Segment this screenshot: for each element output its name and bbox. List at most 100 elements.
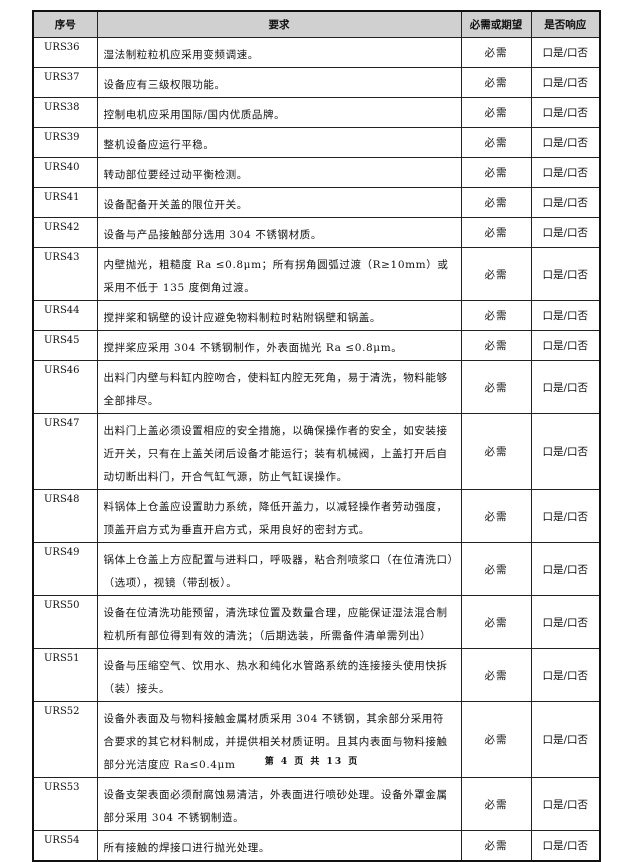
row-requirement: 设备外表面及与物料接触金属材质采用 304 不锈钢，其余部分采用符合要求的其它材… [96,701,462,778]
row-need: 必需 [460,187,532,218]
table-row: URS40 转动部位要经过动平衡检测。 必需 口是/口否 [32,157,601,188]
table-row: URS53 设备支架表面必须耐腐蚀易清洁，外表面进行喷砂处理。设备外罩金属部分采用… [32,777,601,831]
row-id: URS54 [32,830,98,862]
row-response-checkbox[interactable]: 口是/口否 [530,157,601,188]
row-response-checkbox[interactable]: 口是/口否 [530,127,601,158]
row-id: URS49 [32,542,98,596]
row-requirement: 控制电机应采用国际/国内优质品牌。 [96,97,462,128]
row-response-checkbox[interactable]: 口是/口否 [530,489,601,543]
row-need: 必需 [460,300,532,331]
row-need: 必需 [460,413,532,490]
table-row: URS51 设备与压缩空气、饮用水、热水和纯化水管路系统的连接接头使用快拆（装）接… [32,648,601,702]
table-row: URS44 搅拌桨和锅壁的设计应避免物料制粒时粘附锅壁和锅盖。 必需 口是/口否 [32,300,601,331]
row-response-checkbox[interactable]: 口是/口否 [530,97,601,128]
table-body: URS36 湿法制粒粒机应采用变频调速。 必需 口是/口否 URS37 设备应有三级权限功… [32,37,601,862]
row-requirement: 锅体上仓盖上方应配置与进料口，呼吸器，粘合剂喷浆口（在位清洗口）（选项），视镜（… [96,542,462,596]
row-need: 必需 [460,157,532,188]
row-requirement: 出料门上盖必须设置相应的安全措施，以确保操作者的安全，如安装接近开关，只有在上盖… [96,413,462,490]
row-requirement: 搅拌桨和锅壁的设计应避免物料制粒时粘附锅壁和锅盖。 [96,300,462,331]
table-row: URS52 设备外表面及与物料接触金属材质采用 304 不锈钢，其余部分采用符合要… [32,701,601,778]
table-row: URS39 整机设备应运行平稳。 必需 口是/口否 [32,127,601,158]
row-id: URS45 [32,330,98,361]
row-id: URS41 [32,187,98,218]
row-response-checkbox[interactable]: 口是/口否 [530,67,601,98]
row-requirement: 设备在位清洗功能预留，清洗球位置及数量合理，应能保证湿法混合制粒机所有部位得到有… [96,595,462,649]
row-response-checkbox[interactable]: 口是/口否 [530,247,601,301]
row-id: URS44 [32,300,98,331]
row-response-checkbox[interactable]: 口是/口否 [530,542,601,596]
requirements-table: 序号 要求 必需或期望 是否响应 URS36 湿法制粒粒机应采用变频调速。 必需 口是… [32,10,601,862]
header-requirement: 要求 [96,10,462,38]
row-need: 必需 [460,330,532,361]
row-response-checkbox[interactable]: 口是/口否 [530,37,601,68]
row-need: 必需 [460,97,532,128]
row-requirement: 设备应有三级权限功能。 [96,67,462,98]
table-row: URS36 湿法制粒粒机应采用变频调速。 必需 口是/口否 [32,37,601,68]
row-requirement: 所有接触的焊接口进行抛光处理。 [96,830,462,862]
table-row: URS43 内壁抛光，粗糙度 Ra ≤0.8μm；所有拐角圆弧过渡（R≥10mm）… [32,247,601,301]
row-need: 必需 [460,217,532,248]
row-need: 必需 [460,360,532,414]
row-id: URS38 [32,97,98,128]
row-need: 必需 [460,648,532,702]
row-requirement: 设备支架表面必须耐腐蚀易清洁，外表面进行喷砂处理。设备外罩金属部分采用 304 … [96,777,462,831]
row-response-checkbox[interactable]: 口是/口否 [530,330,601,361]
row-response-checkbox[interactable]: 口是/口否 [530,413,601,490]
row-response-checkbox[interactable]: 口是/口否 [530,648,601,702]
row-requirement: 内壁抛光，粗糙度 Ra ≤0.8μm；所有拐角圆弧过渡（R≥10mm）或采用不低… [96,247,462,301]
row-id: URS43 [32,247,98,301]
table-row: URS48 料锅体上仓盖应设置助力系统，降低开盖力，以减轻操作者劳动强度，顶盖开启… [32,489,601,543]
row-id: URS46 [32,360,98,414]
row-id: URS42 [32,217,98,248]
row-response-checkbox[interactable]: 口是/口否 [530,595,601,649]
row-id: URS50 [32,595,98,649]
table-row: URS50 设备在位清洗功能预留，清洗球位置及数量合理，应能保证湿法混合制粒机所有… [32,595,601,649]
row-requirement: 设备与产品接触部分选用 304 不锈钢材质。 [96,217,462,248]
row-response-checkbox[interactable]: 口是/口否 [530,217,601,248]
row-response-checkbox[interactable]: 口是/口否 [530,187,601,218]
table-row: URS42 设备与产品接触部分选用 304 不锈钢材质。 必需 口是/口否 [32,217,601,248]
table-row: URS54 所有接触的焊接口进行抛光处理。 必需 口是/口否 [32,830,601,862]
row-id: URS48 [32,489,98,543]
row-response-checkbox[interactable]: 口是/口否 [530,830,601,862]
row-response-checkbox[interactable]: 口是/口否 [530,300,601,331]
row-response-checkbox[interactable]: 口是/口否 [530,360,601,414]
row-need: 必需 [460,37,532,68]
row-requirement: 转动部位要经过动平衡检测。 [96,157,462,188]
table-row: URS41 设备配备开关盖的限位开关。 必需 口是/口否 [32,187,601,218]
row-id: URS52 [32,701,98,778]
row-need: 必需 [460,67,532,98]
row-id: URS37 [32,67,98,98]
row-need: 必需 [460,595,532,649]
row-requirement: 出料门内壁与料缸内腔吻合，使料缸内腔无死角，易于清洗，物料能够全部排尽。 [96,360,462,414]
row-requirement: 搅拌桨应采用 304 不锈钢制作，外表面抛光 Ra ≤0.8μm。 [96,330,462,361]
row-requirement: 设备配备开关盖的限位开关。 [96,187,462,218]
row-requirement: 湿法制粒粒机应采用变频调速。 [96,37,462,68]
row-need: 必需 [460,489,532,543]
row-need: 必需 [460,247,532,301]
table-row: URS38 控制电机应采用国际/国内优质品牌。 必需 口是/口否 [32,97,601,128]
header-need: 必需或期望 [460,10,532,38]
row-requirement: 设备与压缩空气、饮用水、热水和纯化水管路系统的连接接头使用快拆（装）接头。 [96,648,462,702]
row-response-checkbox[interactable]: 口是/口否 [530,777,601,831]
header-response: 是否响应 [530,10,601,38]
table-header-row: 序号 要求 必需或期望 是否响应 [32,10,601,38]
row-need: 必需 [460,127,532,158]
row-requirement: 料锅体上仓盖应设置助力系统，降低开盖力，以减轻操作者劳动强度，顶盖开启方式为垂直… [96,489,462,543]
row-id: URS40 [32,157,98,188]
row-id: URS47 [32,413,98,490]
row-requirement: 整机设备应运行平稳。 [96,127,462,158]
row-need: 必需 [460,542,532,596]
table-row: URS45 搅拌桨应采用 304 不锈钢制作，外表面抛光 Ra ≤0.8μm。 必需… [32,330,601,361]
row-id: URS51 [32,648,98,702]
row-need: 必需 [460,777,532,831]
page-number: 第 4 页 共 13 页 [264,757,360,767]
table-row: URS49 锅体上仓盖上方应配置与进料口，呼吸器，粘合剂喷浆口（在位清洗口）（选项… [32,542,601,596]
row-need: 必需 [460,830,532,862]
header-id: 序号 [32,10,98,38]
table-row: URS47 出料门上盖必须设置相应的安全措施，以确保操作者的安全，如安装接近开关，… [32,413,601,490]
table-row: URS46 出料门内壁与料缸内腔吻合，使料缸内腔无死角，易于清洗，物料能够全部排尽… [32,360,601,414]
row-id: URS39 [32,127,98,158]
row-response-checkbox[interactable]: 口是/口否 [530,701,601,778]
row-id: URS53 [32,777,98,831]
